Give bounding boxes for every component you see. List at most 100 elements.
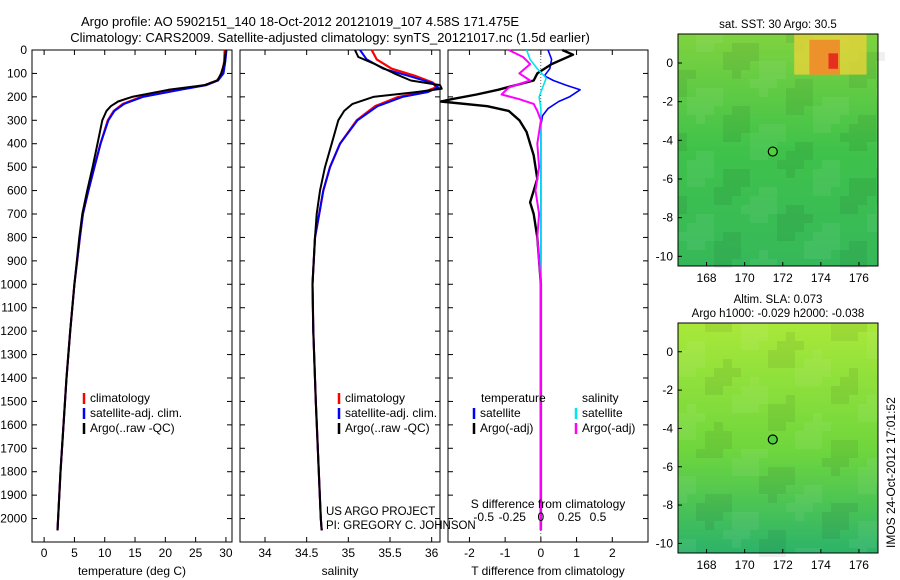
y-tick-label: 1700 bbox=[0, 441, 27, 455]
map-cell bbox=[750, 323, 759, 332]
map-cell bbox=[759, 323, 768, 332]
map-cell bbox=[786, 404, 795, 413]
map-cell bbox=[678, 142, 687, 151]
map-cell bbox=[750, 214, 759, 223]
map-cell bbox=[804, 431, 813, 440]
map-cell bbox=[768, 539, 777, 548]
map-cell bbox=[759, 151, 768, 160]
map-cell bbox=[831, 241, 840, 250]
map-cell bbox=[876, 395, 885, 404]
map-cell bbox=[876, 386, 885, 395]
map-cell bbox=[867, 539, 876, 548]
legend-label: Argo(-adj) bbox=[480, 421, 533, 435]
map-cell bbox=[777, 232, 786, 241]
map-cell bbox=[696, 232, 705, 241]
map-cell bbox=[741, 467, 750, 476]
map-cell bbox=[723, 52, 732, 61]
map-cell bbox=[714, 431, 723, 440]
map-cell bbox=[696, 359, 705, 368]
y-tick-label: -4 bbox=[662, 133, 673, 147]
map-cell bbox=[723, 115, 732, 124]
map-cell bbox=[714, 187, 723, 196]
map-cell bbox=[813, 485, 822, 494]
map-cell bbox=[858, 530, 867, 539]
map-cell bbox=[786, 476, 795, 485]
y-tick-label: 1100 bbox=[1, 301, 27, 315]
map-cell bbox=[876, 151, 885, 160]
map-cell bbox=[714, 386, 723, 395]
map-cell bbox=[741, 205, 750, 214]
x-tick-label: 34.5 bbox=[295, 546, 319, 560]
map-cell bbox=[750, 142, 759, 151]
map-cell bbox=[678, 422, 687, 431]
map-cell bbox=[867, 467, 876, 476]
map-cell bbox=[732, 61, 741, 70]
argo-position-marker bbox=[767, 434, 778, 445]
map-cell bbox=[831, 521, 840, 530]
map-cell bbox=[786, 350, 795, 359]
map-cell bbox=[867, 404, 876, 413]
y-tick-label: 0 bbox=[666, 345, 673, 359]
map-cell bbox=[849, 440, 858, 449]
y-tick-label: 0 bbox=[20, 43, 27, 57]
map-cell bbox=[831, 503, 840, 512]
map-cell bbox=[696, 223, 705, 232]
y-tick-label: -6 bbox=[662, 460, 673, 474]
y-tick-label: 1600 bbox=[0, 418, 27, 432]
map-cell bbox=[840, 521, 849, 530]
map-cell bbox=[822, 124, 831, 133]
map-cell bbox=[858, 178, 867, 187]
map-cell bbox=[849, 377, 858, 386]
map-cell bbox=[858, 467, 867, 476]
map-cell bbox=[840, 503, 849, 512]
map-title: Altim. SLA: 0.073 bbox=[734, 294, 823, 306]
map-cell bbox=[687, 106, 696, 115]
map-cell bbox=[813, 250, 822, 259]
map-cell bbox=[714, 196, 723, 205]
map-cell bbox=[750, 205, 759, 214]
y-tick-label: 1200 bbox=[0, 324, 27, 338]
map-field bbox=[678, 323, 878, 553]
map-cell bbox=[741, 521, 750, 530]
map-cell bbox=[831, 440, 840, 449]
map-cell bbox=[768, 79, 777, 88]
map-cell bbox=[759, 124, 768, 133]
map-cell bbox=[831, 323, 840, 332]
map-cell bbox=[858, 404, 867, 413]
map-cell bbox=[849, 241, 858, 250]
map-cell bbox=[723, 178, 732, 187]
x-tick-label: -2 bbox=[464, 546, 475, 560]
map-cell bbox=[714, 503, 723, 512]
map-cell bbox=[804, 214, 813, 223]
map-cell bbox=[696, 178, 705, 187]
map-cell bbox=[831, 115, 840, 124]
y-tick-label: 100 bbox=[7, 66, 27, 80]
map-cell bbox=[786, 169, 795, 178]
map-cell bbox=[849, 178, 858, 187]
map-cell bbox=[705, 431, 714, 440]
map-cell bbox=[759, 476, 768, 485]
map-cell bbox=[723, 61, 732, 70]
map-cell bbox=[705, 377, 714, 386]
map-cell bbox=[705, 323, 714, 332]
map-cell bbox=[759, 70, 768, 79]
map-cell bbox=[687, 223, 696, 232]
map-cell bbox=[705, 512, 714, 521]
map-cell bbox=[696, 151, 705, 160]
y-tick-label: 1400 bbox=[0, 371, 27, 385]
map-cell bbox=[795, 503, 804, 512]
map-cell bbox=[696, 341, 705, 350]
legend-label: Argo(..raw -QC) bbox=[345, 421, 430, 435]
map-title: sat. SST: 30 Argo: 30.5 bbox=[719, 19, 837, 31]
map-cell bbox=[867, 223, 876, 232]
map-cell bbox=[840, 97, 849, 106]
hot-cell bbox=[828, 53, 838, 69]
map-cell bbox=[732, 124, 741, 133]
map-cell bbox=[813, 359, 822, 368]
map-cell bbox=[687, 368, 696, 377]
map-cell bbox=[867, 332, 876, 341]
map-cell bbox=[813, 440, 822, 449]
x-tick-label: 36 bbox=[425, 546, 439, 560]
map-cell bbox=[696, 449, 705, 458]
legend-label: climatology bbox=[345, 391, 405, 405]
